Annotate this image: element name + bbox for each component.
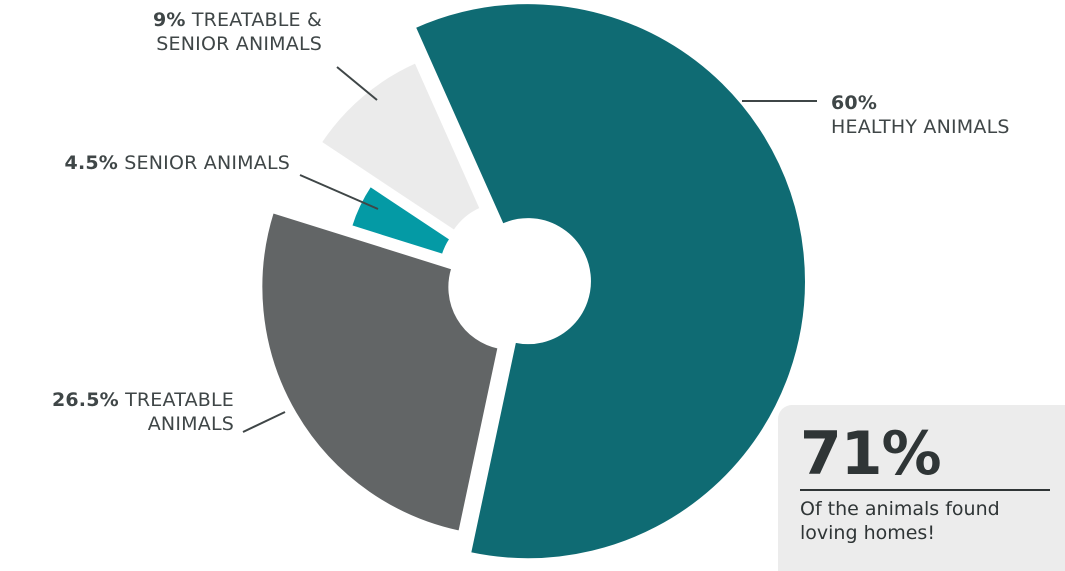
label-treatable-senior-line2: SENIOR ANIMALS <box>156 33 322 55</box>
donut-slices <box>260 2 807 561</box>
label-treatable-senior-line1: TREATABLE & <box>185 9 322 31</box>
stat-callout: 71% Of the animals found loving homes! <box>778 405 1065 571</box>
label-treatable-senior-pct: 9% <box>152 9 186 31</box>
leader-treatable-senior <box>336 66 378 101</box>
label-treatable-line2: ANIMALS <box>147 413 234 435</box>
label-healthy-pct: 60% <box>831 92 878 114</box>
stat-caption: Of the animals found loving homes! <box>800 498 1000 544</box>
slice-treatable-animals <box>260 211 500 533</box>
leader-treatable <box>242 411 286 433</box>
label-healthy-line2: HEALTHY ANIMALS <box>831 116 1010 138</box>
label-treatable-animals: 26.5% TREATABLE ANIMALS <box>8 388 234 436</box>
slice-healthy-animals <box>413 2 807 561</box>
leader-lines <box>242 66 817 433</box>
label-treatable-pct: 26.5% <box>51 389 119 411</box>
label-treatable-line1: TREATABLE <box>118 389 234 411</box>
stat-value: 71% <box>800 419 942 489</box>
label-healthy-animals: 60% HEALTHY ANIMALS <box>831 91 1061 139</box>
slice-treatable-senior-animals <box>319 61 482 233</box>
leader-senior <box>299 174 379 210</box>
label-treatable-senior-animals: 9% TREATABLE & SENIOR ANIMALS <box>100 8 322 56</box>
label-senior-text: SENIOR ANIMALS <box>118 152 290 174</box>
stat-divider <box>800 489 1050 491</box>
label-senior-pct: 4.5% <box>64 152 119 174</box>
slice-senior-animals <box>349 184 452 257</box>
label-senior-animals: 4.5% SENIOR ANIMALS <box>10 151 290 175</box>
